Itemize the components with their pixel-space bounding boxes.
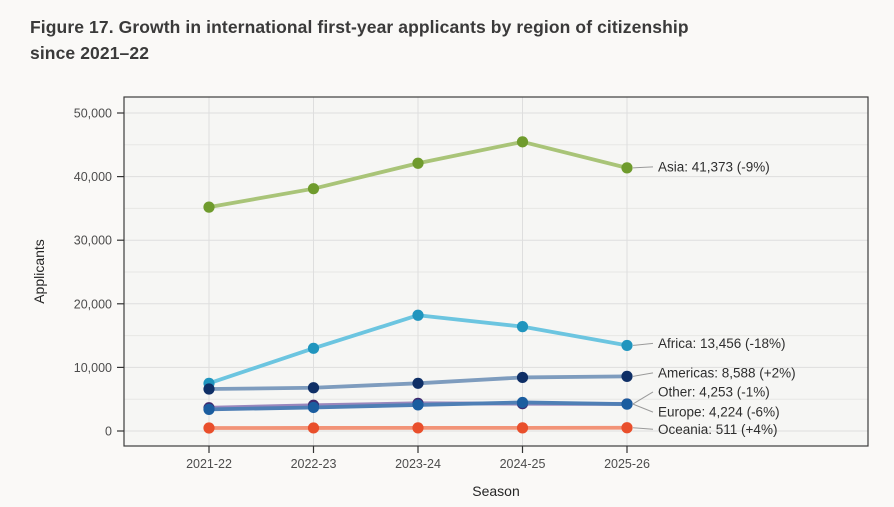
series-point-americas	[516, 371, 529, 384]
series-point-oceania	[307, 422, 320, 434]
series-end-label-oceania: Oceania: 511 (+4%)	[658, 422, 777, 437]
leader-line-africa	[632, 342, 654, 346]
series-point-africa	[621, 339, 633, 352]
series-end-label-europe: Europe: 4,224 (-6%)	[658, 405, 780, 420]
y-tick-label: 20,000	[74, 297, 112, 311]
series-point-americas	[307, 382, 320, 394]
x-axis-title: Season	[472, 483, 519, 499]
series-point-oceania	[412, 422, 424, 434]
figure-title-line2: since 2021–22	[30, 43, 150, 63]
series-point-oceania	[621, 422, 633, 434]
leader-line-asia	[632, 166, 654, 169]
x-tick-label: 2024-25	[500, 457, 546, 471]
series-point-asia	[621, 162, 633, 174]
x-tick-label: 2025-26	[604, 457, 650, 471]
leader-line-oceania	[632, 427, 654, 430]
series-point-asia	[203, 201, 215, 213]
leader-line-americas	[632, 372, 654, 377]
series-point-europe	[307, 401, 320, 414]
series-end-label-americas: Americas: 8,588 (+2%)	[658, 365, 796, 380]
series-point-africa	[307, 342, 320, 354]
series-point-europe	[516, 396, 529, 409]
series-point-americas	[621, 370, 633, 382]
series-point-europe	[412, 399, 424, 411]
series-point-europe	[621, 398, 633, 410]
series-point-americas	[203, 383, 215, 395]
series-point-oceania	[516, 422, 529, 434]
series-end-label-africa: Africa: 13,456 (-18%)	[658, 336, 786, 351]
x-tick-label: 2021-22	[186, 457, 232, 471]
x-tick-label: 2023-24	[395, 457, 441, 471]
figure-title: Figure 17. Growth in international first…	[30, 14, 860, 66]
series-point-africa	[412, 309, 424, 321]
figure-title-line1: Figure 17. Growth in international first…	[30, 17, 689, 37]
y-tick-label: 30,000	[74, 234, 112, 248]
series-point-americas	[412, 377, 424, 389]
series-point-africa	[516, 321, 529, 333]
series-end-label-other: Other: 4,253 (-1%)	[658, 384, 770, 399]
y-tick-label: 40,000	[74, 170, 112, 184]
y-tick-label: 10,000	[74, 361, 112, 375]
leader-line-other	[632, 391, 654, 405]
series-point-oceania	[203, 422, 215, 434]
series-end-label-asia: Asia: 41,373 (-9%)	[658, 159, 770, 174]
series-point-asia	[307, 183, 320, 195]
series-point-asia	[412, 157, 424, 169]
series-point-europe	[203, 403, 215, 415]
leader-line-europe	[632, 403, 654, 413]
y-axis-title: Applicants	[31, 239, 47, 304]
y-tick-label: 50,000	[74, 107, 112, 121]
series-point-asia	[516, 136, 529, 148]
panel-border	[123, 96, 869, 447]
x-tick-label: 2022-23	[291, 457, 337, 471]
y-tick-label: 0	[105, 425, 112, 439]
